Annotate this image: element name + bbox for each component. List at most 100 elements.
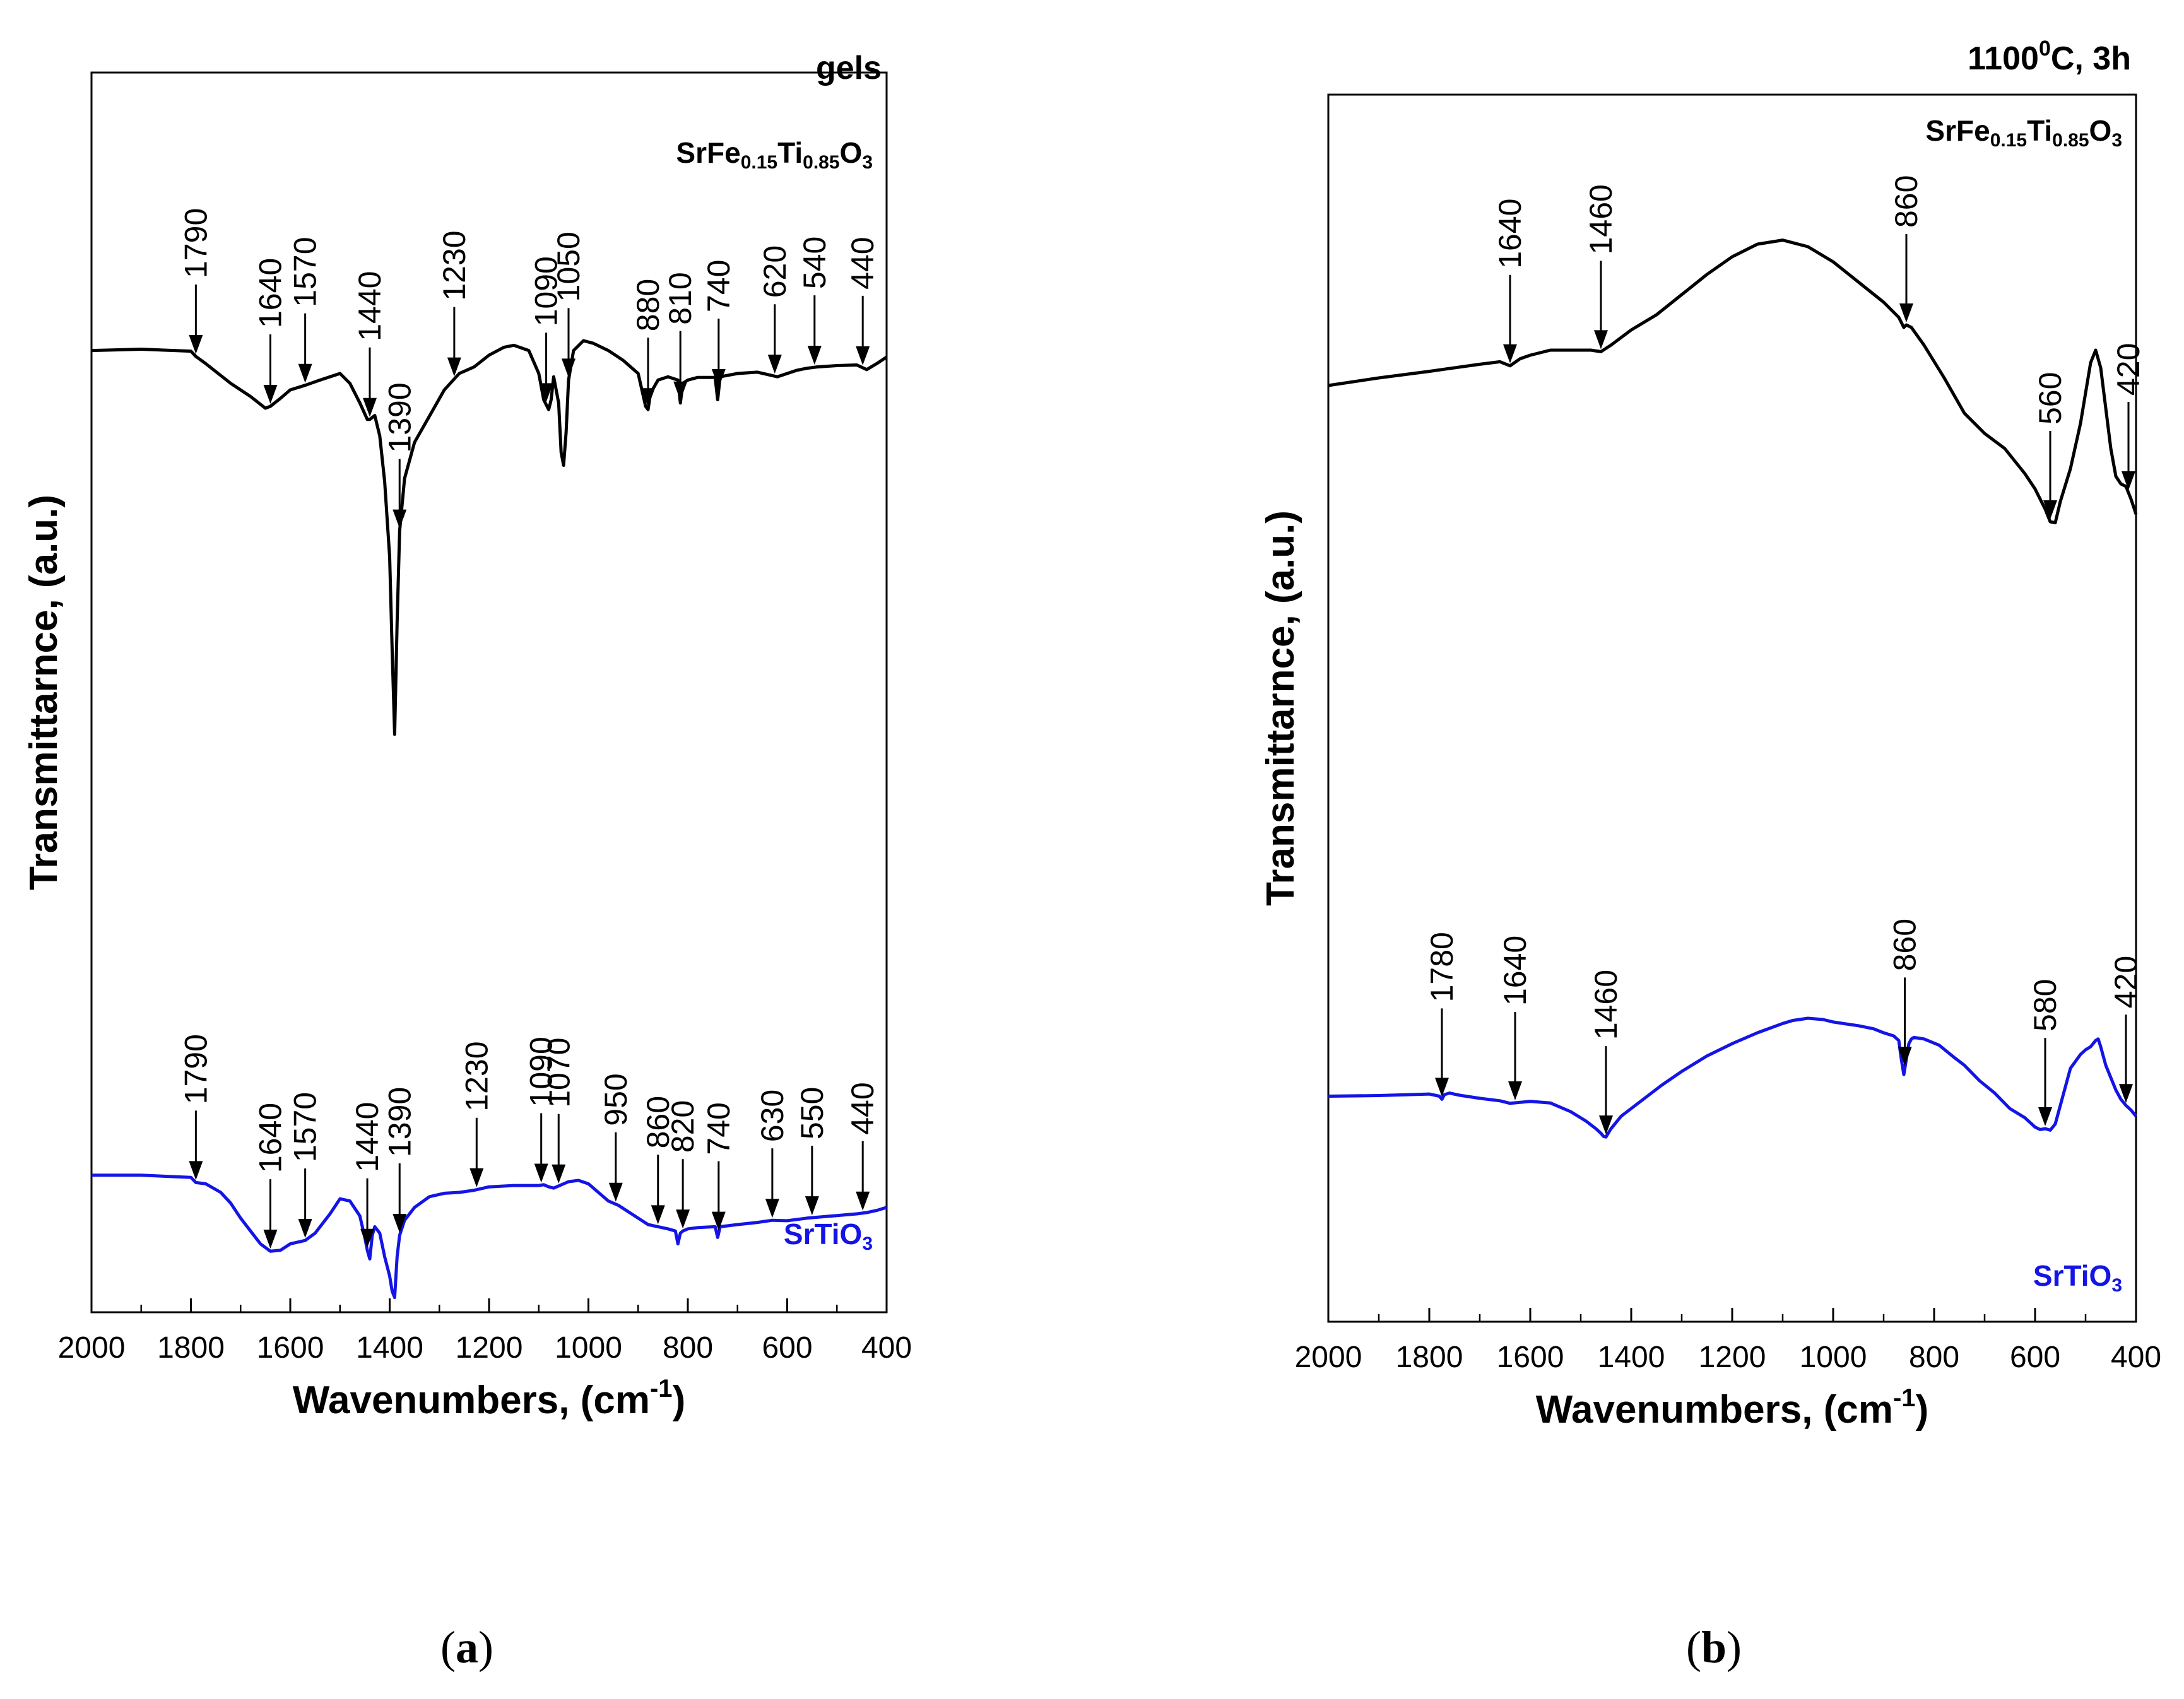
plot-frame xyxy=(1327,93,2137,1323)
annotation-label: 1090 xyxy=(529,256,564,326)
x-tick-label: 800 xyxy=(663,1331,713,1365)
arrow-head xyxy=(1899,303,1913,322)
annotation-label: 740 xyxy=(701,260,736,312)
annotation-label: 440 xyxy=(845,1082,880,1134)
y-axis-title: Transmittarnce, (a.u.) xyxy=(1259,510,1302,906)
arrow-head xyxy=(539,383,553,403)
arrow-head xyxy=(393,1214,407,1233)
annotation-label: 1230 xyxy=(459,1041,494,1111)
x-tick-label: 1600 xyxy=(1497,1341,1564,1374)
annotation-label: 860 xyxy=(1887,919,1923,971)
arrow-head xyxy=(534,1163,548,1183)
arrow-head xyxy=(2119,1084,2133,1103)
arrow-head xyxy=(2122,471,2135,490)
annotation-label: 1570 xyxy=(288,237,323,307)
arrow-head xyxy=(360,1228,375,1248)
annotation-label: 1640 xyxy=(1497,936,1533,1006)
arrow-head xyxy=(2043,500,2057,519)
annotation-label: 1390 xyxy=(382,1087,417,1157)
annotation-label: 420 xyxy=(2108,956,2144,1008)
annotation-label: 1640 xyxy=(253,258,288,328)
panel-caption: (b) xyxy=(1686,1622,1742,1673)
annotation-label: 1440 xyxy=(350,1102,385,1172)
annotation-label: 810 xyxy=(663,272,698,324)
x-tick-label: 1400 xyxy=(1598,1341,1665,1374)
annotation-label: 860 xyxy=(640,1096,676,1148)
annotation-label: 630 xyxy=(755,1090,790,1142)
arrow-head xyxy=(363,397,377,417)
series-label: SrTiO3 xyxy=(2033,1259,2122,1296)
series-line-srfe-ti-o3 xyxy=(91,339,888,736)
series-line-srtio3 xyxy=(1328,1016,2137,1139)
annotation-label: 1570 xyxy=(288,1092,323,1162)
x-tick-label: 600 xyxy=(762,1331,812,1365)
annotation-label: 550 xyxy=(794,1087,830,1139)
x-tick-label: 1800 xyxy=(1396,1341,1463,1374)
arrow-head xyxy=(767,355,782,374)
arrow-head xyxy=(562,358,576,378)
arrow-head xyxy=(856,1191,870,1211)
annotation-label: 950 xyxy=(598,1073,634,1126)
arrow-head xyxy=(805,1196,819,1216)
arrow-head xyxy=(673,381,688,401)
annotation-label: 1790 xyxy=(178,208,213,278)
series-label: SrFe0.15Ti0.85O3 xyxy=(1925,114,2122,151)
arrow-head xyxy=(469,1168,484,1187)
annotation-label: 740 xyxy=(701,1102,736,1155)
x-tick-label: 800 xyxy=(1909,1341,1959,1374)
annotation-label: 1230 xyxy=(437,230,472,300)
annotation-label: 880 xyxy=(630,279,666,331)
arrow-head xyxy=(1898,1047,1912,1066)
x-tick-label: 1200 xyxy=(1699,1341,1766,1374)
x-tick-label: 1600 xyxy=(257,1331,324,1365)
x-tick-label: 400 xyxy=(861,1331,912,1365)
arrow-head xyxy=(765,1199,779,1218)
arrow-head xyxy=(1599,1115,1613,1135)
annotation-label: 1640 xyxy=(1492,199,1528,269)
panel-b: 2000 1800 1600 1400 1200 1000 800 600 400 Wavenum… xyxy=(1259,37,2161,1673)
arrow-head xyxy=(1508,1081,1522,1101)
arrow-head xyxy=(641,388,655,408)
x-tick-label: 1000 xyxy=(1800,1341,1867,1374)
series-label: SrFe0.15Ti0.85O3 xyxy=(676,136,873,173)
annotation-label: 1050 xyxy=(551,232,586,302)
annotation-label: 1460 xyxy=(1588,970,1624,1040)
series-label: SrTiO3 xyxy=(784,1218,873,1254)
x-tick-label: 1800 xyxy=(157,1331,225,1365)
arrow-head xyxy=(298,363,312,383)
annotation-label: 580 xyxy=(2028,979,2063,1032)
annotation-label: 820 xyxy=(665,1100,700,1153)
x-tick-label: 2000 xyxy=(58,1331,126,1365)
annotation-label: 1090 xyxy=(524,1037,559,1107)
arrow-head xyxy=(447,357,461,377)
annotation-label: 1070 xyxy=(541,1038,576,1108)
annotation-label: 1460 xyxy=(1583,184,1619,254)
panel-title: 11000C, 3h xyxy=(1968,37,2131,77)
annotation-label: 860 xyxy=(1889,175,1924,228)
arrow-head xyxy=(552,1164,566,1184)
arrow-head xyxy=(298,1219,312,1238)
annotation-label: 420 xyxy=(2111,343,2146,396)
x-tick-label: 1000 xyxy=(555,1331,622,1365)
arrow-head xyxy=(189,334,203,354)
arrow-head xyxy=(651,1205,665,1225)
arrow-head xyxy=(711,1211,726,1231)
arrow-head xyxy=(1435,1078,1449,1097)
arrow-head xyxy=(2038,1107,2052,1126)
series-line-srfe-ti-o3 xyxy=(1328,238,2138,525)
annotation-label: 440 xyxy=(845,237,880,289)
x-axis-title: Wavenumbers, (cm-1) xyxy=(293,1375,685,1422)
annotation-label: 1640 xyxy=(253,1103,288,1173)
y-axis-title: Transmittarnce, (a.u.) xyxy=(22,495,66,890)
annotation-label: 1390 xyxy=(382,382,417,452)
annotation-label: 1440 xyxy=(352,271,387,341)
arrow-head xyxy=(1503,344,1517,363)
annotation-label: 1790 xyxy=(178,1034,213,1104)
arrow-head xyxy=(856,346,870,365)
panel-a: 2000 1800 1600 1400 1200 1000 800 600 400 Wavenum… xyxy=(22,50,912,1673)
arrow-head xyxy=(393,509,407,529)
x-axis-title: Wavenumbers, (cm-1) xyxy=(1536,1384,1928,1432)
arrow-head xyxy=(189,1161,203,1180)
x-tick-label: 2000 xyxy=(1295,1341,1362,1374)
panel-caption: (a) xyxy=(440,1622,493,1673)
